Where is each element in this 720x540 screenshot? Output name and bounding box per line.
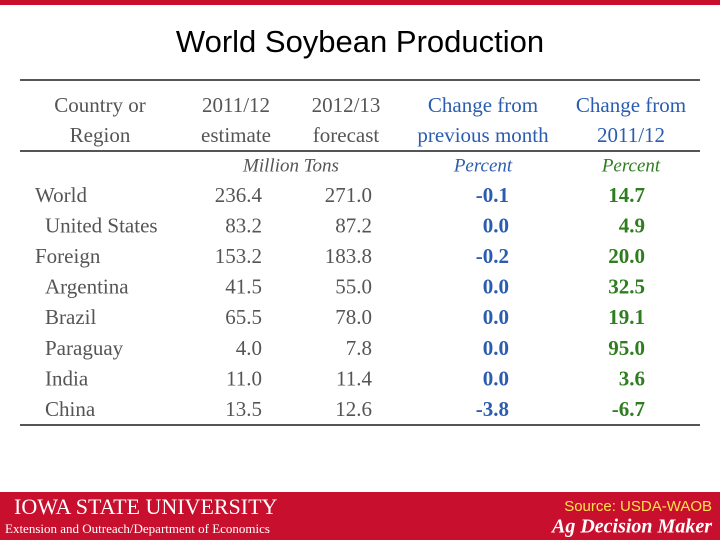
table-cell: 0.0 — [483, 213, 509, 237]
table-cell: -0.1 — [476, 183, 509, 207]
row-label: China — [45, 397, 96, 421]
top-bar — [0, 0, 720, 5]
row-label: Argentina — [45, 275, 129, 299]
column-header: Country or — [54, 93, 146, 117]
table-cell: 0.0 — [483, 305, 509, 329]
table-cell: 183.8 — [325, 244, 372, 268]
table-cell: 12.6 — [335, 397, 372, 421]
table-cell: 11.4 — [336, 366, 372, 390]
table-cell: 65.5 — [225, 305, 262, 329]
column-header: 2012/13 — [312, 93, 381, 117]
table-cell: -0.2 — [476, 244, 509, 268]
department: Extension and Outreach/Department of Eco… — [5, 521, 270, 536]
row-label: Foreign — [35, 244, 101, 268]
table-cell: 87.2 — [335, 213, 372, 237]
unit-label: Percent — [453, 155, 513, 176]
table-cell: 0.0 — [483, 275, 509, 299]
table-cell: 4.0 — [236, 336, 262, 360]
row-label: United States — [45, 213, 158, 237]
slide-title: World Soybean Production — [176, 24, 544, 59]
table-cell: 3.6 — [619, 366, 645, 390]
table-cell: 11.0 — [226, 366, 262, 390]
table-cell: 20.0 — [608, 244, 645, 268]
table-cell: 19.1 — [608, 305, 645, 329]
table-cell: 4.9 — [619, 213, 645, 237]
column-header: Change from — [428, 93, 538, 117]
table-cell: 95.0 — [608, 336, 645, 360]
table-cell: -6.7 — [612, 397, 645, 421]
column-header: 2011/12 — [202, 93, 270, 117]
table-cell: -3.8 — [476, 397, 509, 421]
table-cell: 236.4 — [215, 183, 263, 207]
column-header: estimate — [201, 123, 271, 147]
column-header: previous month — [417, 123, 549, 147]
table-cell: 271.0 — [325, 183, 372, 207]
column-header: Region — [70, 123, 131, 147]
column-header: 2011/12 — [597, 123, 665, 147]
brand: Ag Decision Maker — [550, 516, 712, 538]
table-cell: 0.0 — [483, 336, 509, 360]
table-cell: 7.8 — [346, 336, 372, 360]
row-label: India — [45, 366, 89, 390]
source: Source: USDA-WAOB — [564, 498, 712, 515]
table-cell: 13.5 — [225, 397, 262, 421]
table-cell: 78.0 — [335, 305, 372, 329]
footer-bar — [0, 492, 720, 540]
column-header: Change from — [576, 93, 686, 117]
table-cell: 0.0 — [483, 366, 509, 390]
row-label: Paraguay — [45, 336, 124, 360]
row-label: World — [35, 183, 87, 207]
unit-label: Million Tons — [242, 155, 339, 176]
table-cell: 14.7 — [608, 183, 645, 207]
table-cell: 153.2 — [215, 244, 262, 268]
table-cell: 41.5 — [225, 275, 262, 299]
unit-label: Percent — [601, 155, 661, 176]
table-cell: 83.2 — [225, 213, 262, 237]
column-header: forecast — [313, 123, 380, 147]
table-cell: 32.5 — [608, 275, 645, 299]
university-name: Iowa State University — [14, 494, 278, 519]
table-cell: 55.0 — [335, 275, 372, 299]
row-label: Brazil — [45, 305, 96, 329]
